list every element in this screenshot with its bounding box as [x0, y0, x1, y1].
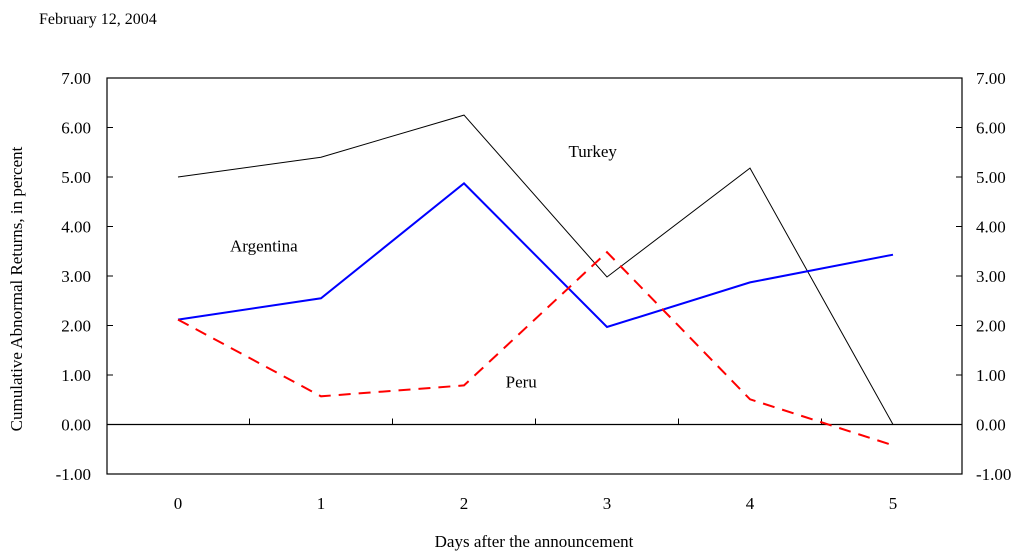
- y-tick-label-left: 7.00: [61, 69, 91, 88]
- y-tick-label-right: 5.00: [976, 168, 1006, 187]
- x-tick-label: 4: [746, 494, 755, 513]
- y-axis-title: Cumulative Abnormal Returns, in percent: [7, 146, 26, 431]
- axes-layer: -1.00 -1.00 0.00 0.00 1.00 1.00 2.00 2.00 3.00 3.…: [56, 69, 1012, 513]
- series-line-peru: [177, 250, 894, 447]
- x-tick-label: 2: [460, 494, 469, 513]
- y-tick-label-right: -1.00: [976, 465, 1011, 484]
- y-tick-label-left: -1.00: [56, 465, 91, 484]
- y-tick-label-right: 7.00: [976, 69, 1006, 88]
- x-tick-label: 0: [174, 494, 183, 513]
- y-tick-label-left: 5.00: [61, 168, 91, 187]
- y-tick-label-right: 3.00: [976, 267, 1006, 286]
- series-label-peru: Peru: [506, 372, 538, 391]
- report-date: February 12, 2004: [39, 11, 157, 28]
- x-tick-label: 3: [603, 494, 612, 513]
- x-tick-label: 1: [317, 494, 326, 513]
- series-label-turkey: Turkey: [568, 142, 617, 161]
- y-tick-label-right: 2.00: [976, 317, 1006, 336]
- series-label-argentina: Argentina: [230, 236, 298, 255]
- y-tick-label-left: 4.00: [61, 218, 91, 237]
- series-line-argentina: [177, 182, 894, 329]
- series-layer: [177, 114, 894, 447]
- y-tick-label-right: 4.00: [976, 218, 1006, 237]
- y-tick-label-left: 3.00: [61, 267, 91, 286]
- y-tick-label-left: 6.00: [61, 119, 91, 138]
- y-tick-label-right: 1.00: [976, 366, 1006, 385]
- y-tick-label-left: 0.00: [61, 416, 91, 435]
- y-tick-label-right: 0.00: [976, 416, 1006, 435]
- x-axis-title: Days after the announcement: [435, 532, 634, 551]
- x-tick-label: 5: [889, 494, 898, 513]
- y-tick-label-left: 2.00: [61, 317, 91, 336]
- series-labels-layer: Turkey Argentina Peru: [230, 142, 617, 391]
- plot-area-frame: [106, 77, 963, 475]
- y-tick-label-right: 6.00: [976, 119, 1006, 138]
- y-tick-label-left: 1.00: [61, 366, 91, 385]
- series-line-turkey: [177, 114, 894, 425]
